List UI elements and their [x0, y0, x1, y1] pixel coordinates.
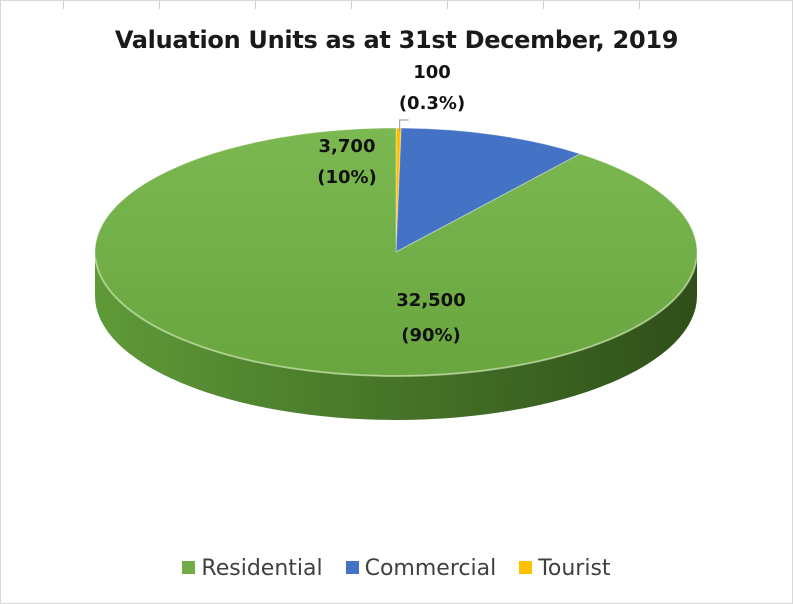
grid-tick [159, 1, 160, 9]
legend-swatch-tourist [519, 561, 533, 574]
chart-legend: Residential Commercial Tourist [0, 556, 793, 581]
pie-slice-commercial [395, 127, 582, 253]
pie-slice-residential [94, 127, 698, 377]
leader-line-tourist [399, 119, 409, 133]
legend-item-tourist: Tourist [519, 556, 611, 581]
data-label-percent-commercial: (10%) [317, 167, 377, 188]
pie-rim-highlight [94, 258, 698, 378]
pie-slice-tourist [395, 127, 402, 253]
legend-item-residential: Residential [182, 556, 323, 581]
grid-tick [63, 1, 64, 9]
legend-item-commercial: Commercial [345, 556, 497, 581]
data-label-value-tourist: 100 [413, 62, 451, 83]
legend-swatch-residential [182, 561, 196, 574]
legend-label-tourist: Tourist [538, 556, 611, 581]
chart-title: Valuation Units as at 31st December, 201… [114, 26, 679, 54]
grid-tick [447, 1, 448, 9]
legend-label-residential: Residential [201, 556, 323, 581]
grid-tick [639, 1, 640, 9]
legend-swatch-commercial [345, 561, 359, 574]
data-label-percent-residential: (90%) [401, 325, 461, 346]
grid-tick [543, 1, 544, 9]
grid-tick [351, 1, 352, 9]
legend-label-commercial: Commercial [364, 556, 497, 581]
grid-tick [255, 1, 256, 9]
data-label-value-commercial: 3,700 [319, 136, 376, 157]
data-label-percent-tourist: (0.3%) [399, 93, 465, 114]
data-label-value-residential: 32,500 [396, 290, 465, 311]
pie-side-residential [95, 252, 697, 420]
